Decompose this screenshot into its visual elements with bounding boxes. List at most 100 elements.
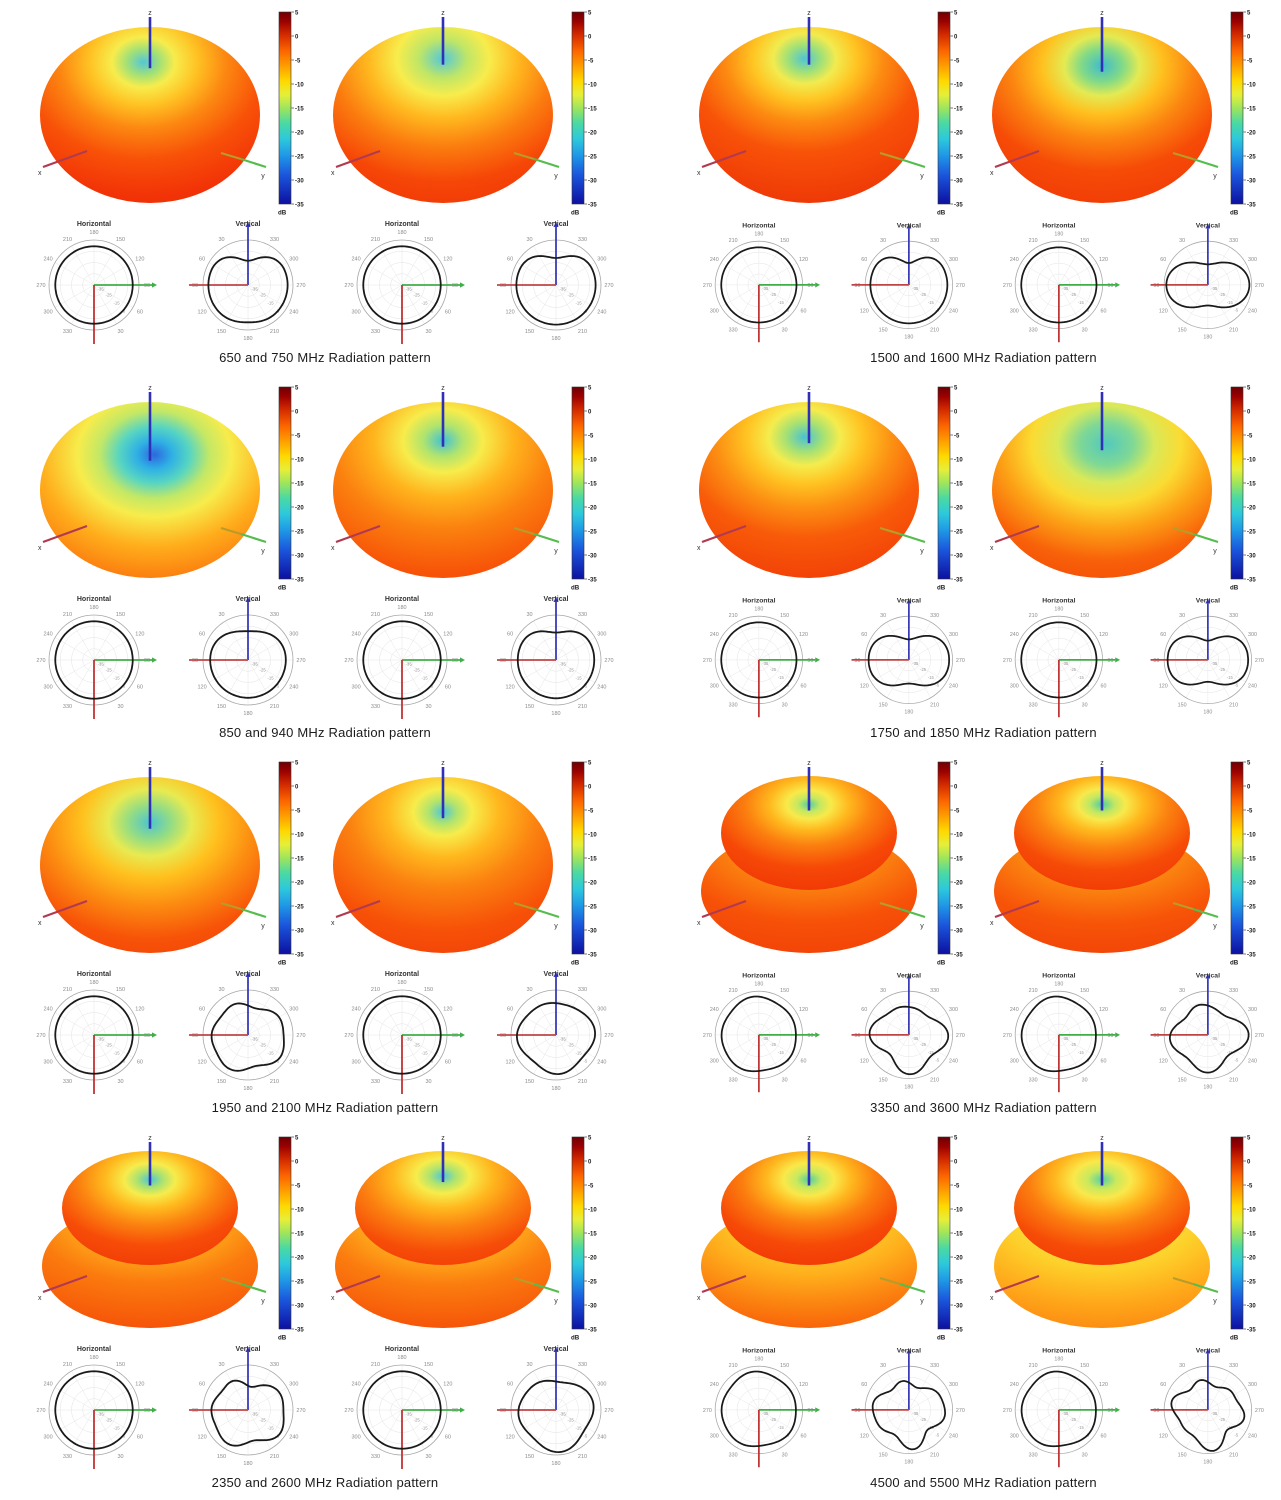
polar-angle-label: 90 (1154, 1408, 1160, 1414)
polar-angle-label: 210 (1028, 1363, 1037, 1369)
panel-caption: 1750 and 1850 MHz Radiation pattern (870, 725, 1097, 740)
polar-radial-label: -15 (575, 1050, 582, 1055)
colorbar-tick-label: -5 (1247, 1183, 1253, 1189)
pattern-lobe-upper (1013, 1151, 1190, 1265)
polar-plot-title: Vertical (897, 1348, 921, 1355)
colorbar: 5 0 -5 -10 -15 -20 -25 -30 -35 dB (937, 760, 963, 966)
vertical-polar-plot: 330300270240210180150120906030-25-15-5-3… (851, 1348, 965, 1465)
pattern-curve (1020, 995, 1097, 1073)
polar-radial-label: -25 (920, 1042, 927, 1047)
polar-angle-label: 300 (44, 685, 53, 691)
x-axis-line (994, 149, 1039, 169)
polar-angle-label: 60 (1100, 1059, 1106, 1065)
polar-angle-label: 210 (1229, 1452, 1238, 1458)
polar-angle-label: 180 (1204, 709, 1213, 715)
polar-plot-title: Horizontal (1042, 973, 1075, 980)
y-axis-arrow (460, 657, 465, 663)
y-axis-label: y (920, 1298, 924, 1305)
polar-cut-row: 180 150 120 90 60 30 330 300 270 240 210 -25 -15 -5 -3… (0, 967, 650, 1097)
colorbar-tick-label: -15 (1247, 1231, 1256, 1237)
polar-angle-label: 150 (780, 988, 789, 994)
pattern-curve (1169, 1003, 1250, 1074)
polar-angle-label: 210 (270, 1454, 279, 1460)
colorbar-tick-label: -25 (295, 1279, 304, 1285)
panel-caption: 1950 and 2100 MHz Radiation pattern (211, 1100, 439, 1115)
vertical-polar-plot: 330300270240210180150120906030-25-15-5-3… (497, 596, 614, 717)
colorbar-tick-label: -10 (588, 82, 597, 88)
colorbar-tick-label: -25 (954, 1279, 963, 1285)
polar-angle-label: 240 (1009, 257, 1018, 263)
colorbar-tick-label: -5 (588, 433, 594, 439)
polar-angle-label: 210 (1229, 702, 1238, 708)
polar-angle-label: 30 (117, 1454, 123, 1460)
polar-angle-label: 180 (1204, 1084, 1213, 1090)
polar-angle-label: 270 (36, 1408, 45, 1414)
polar-angle-label: 300 (1248, 257, 1257, 263)
polar-angle-label: 330 (1028, 1077, 1037, 1083)
radiation-3d-plot: z x y (38, 1135, 267, 1328)
polar-angle-label: 270 (344, 1033, 353, 1039)
colorbar-gradient-bar (278, 11, 292, 205)
horizontal-polar-plot: 180150120906030330300270240210-25-15-5-3… (1002, 223, 1120, 343)
polar-angle-label: 30 (526, 987, 532, 993)
colorbar-tick-label: -20 (1247, 505, 1256, 511)
colorbar-tick-label: 0 (295, 409, 299, 415)
radiation-3d-plot: z x y (990, 760, 1218, 953)
polar-angle-label: 120 (135, 257, 144, 263)
radiation-3d-plot: z x y (697, 760, 925, 953)
polar-angle-label: 60 (137, 685, 143, 691)
polar-angle-label: 30 (425, 704, 431, 710)
pattern-3d-row: z x y 5 0 -5 -10 -15 -20 -25 -30 -35 dB z x y 5 0 -5 -10 -15… (0, 1132, 650, 1342)
z-axis-label: z (1100, 385, 1104, 392)
colorbar-tick-label: -20 (295, 130, 304, 136)
polar-angle-label: 210 (1028, 988, 1037, 994)
polar-angle-label: 150 (1080, 1363, 1089, 1369)
colorbar-tick-label: -15 (295, 481, 304, 487)
polar-angle-label: 120 (443, 632, 452, 638)
colorbar-tick-label: 0 (1247, 34, 1251, 40)
pattern-curve (54, 1370, 134, 1450)
radiation-panel-6: z x y 5 0 -5 -10 -15 -20 -25 -30 -35 dB z x y 5 0 -5 -10 -15… (650, 750, 1281, 1125)
polar-angle-label: 300 (710, 309, 719, 315)
polar-angle-label: 300 (352, 685, 361, 691)
polar-angle-label: 180 (397, 980, 406, 986)
colorbar-tick-label: 5 (588, 385, 592, 391)
x-axis-label: x (331, 1295, 335, 1302)
colorbar-tick-label: -30 (295, 1303, 304, 1309)
horizontal-polar-plot: 180150120906030330300270240210-25-15-5-3… (703, 1348, 821, 1468)
polar-angle-label: 330 (1028, 702, 1037, 708)
radiation-panel-1: z x y 5 0 -5 -10 -15 -20 -25 -30 -35 dB z x y 5 0 -5 -10 -15… (0, 0, 650, 375)
polar-angle-label: 180 (904, 709, 913, 715)
y-axis-line-inner (879, 526, 900, 536)
colorbar-tick-label: -35 (1247, 952, 1256, 958)
polar-angle-label: 270 (296, 658, 305, 664)
horizontal-polar-plot: 180150120906030330300270240210-25-15-5-3… (703, 973, 821, 1093)
polar-angle-label: 60 (507, 1382, 513, 1388)
polar-angle-label: 210 (63, 237, 72, 243)
colorbar-tick-label: -15 (954, 106, 963, 112)
polar-angle-label: 210 (930, 327, 939, 333)
z-axis-label: z (441, 385, 445, 392)
polar-angle-label: 300 (949, 632, 958, 638)
polar-cut-row: 180 150 120 90 60 30 330 300 270 240 210 -25 -15 -5 -3… (686, 592, 1281, 722)
polar-angle-label: 240 (1009, 1382, 1018, 1388)
colorbar-tick-label: 0 (1247, 784, 1251, 790)
z-axis-label: z (807, 1135, 811, 1142)
colorbar-tick-label: -30 (1247, 178, 1256, 184)
polar-angle-label: 150 (525, 1079, 534, 1085)
polar-angle-label: 180 (243, 336, 252, 342)
polar-angle-label: 60 (445, 685, 451, 691)
polar-angle-label: 330 (729, 327, 738, 333)
colorbar-gradient-bar (1230, 761, 1243, 955)
polar-angle-label: 30 (1179, 238, 1185, 244)
polar-plot-title: Vertical (544, 1346, 569, 1353)
colorbar-tick-label: -10 (295, 82, 304, 88)
polar-angle-label: 30 (782, 1077, 788, 1083)
colorbar-gradient-bar (937, 761, 950, 955)
polar-angle-label: 330 (371, 1079, 380, 1085)
horizontal-polar-plot: 180150120906030330300270240210-25-15-5-3… (1002, 1348, 1120, 1468)
colorbar-tick-label: -15 (954, 856, 963, 862)
polar-angle-label: 30 (880, 988, 886, 994)
colorbar-tick-label: -15 (1247, 481, 1256, 487)
colorbar-tick-label: 0 (1247, 409, 1251, 415)
